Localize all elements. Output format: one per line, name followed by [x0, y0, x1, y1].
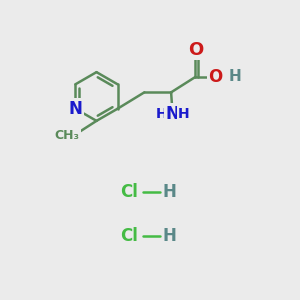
Text: H: H: [178, 107, 190, 121]
Text: O: O: [208, 68, 223, 86]
Text: H: H: [162, 227, 176, 245]
Text: CH₃: CH₃: [55, 129, 80, 142]
Text: H: H: [228, 69, 241, 84]
Text: N: N: [68, 100, 82, 118]
Text: Cl: Cl: [120, 183, 138, 201]
Text: H: H: [162, 183, 176, 201]
Text: N: N: [166, 105, 179, 123]
Text: Cl: Cl: [120, 227, 138, 245]
Text: O: O: [188, 40, 203, 58]
Text: H: H: [155, 107, 167, 121]
